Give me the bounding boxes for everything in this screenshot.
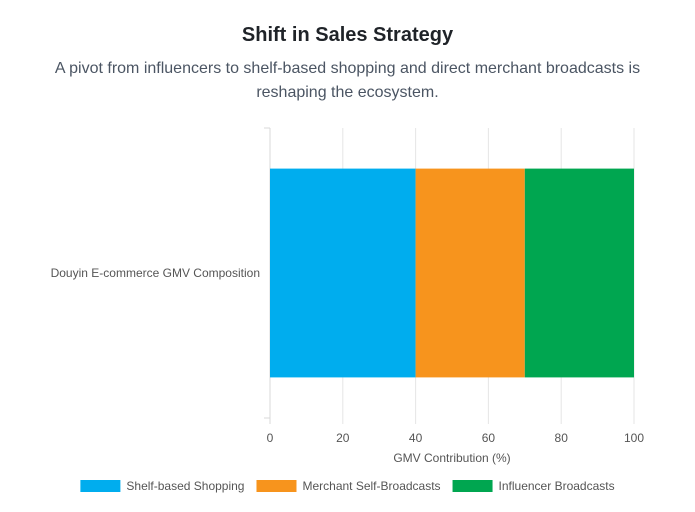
x-axis-title: GMV Contribution (%) — [393, 451, 510, 465]
x-tick-label: 40 — [409, 431, 423, 445]
legend-swatch[interactable] — [452, 480, 493, 492]
bar-shelf-based-shopping — [270, 168, 416, 378]
legend-swatch[interactable] — [256, 480, 297, 492]
x-tick-label: 100 — [624, 431, 644, 445]
x-tick-label: 0 — [267, 431, 274, 445]
x-tick-label: 80 — [555, 431, 569, 445]
chart-subtitle: A pivot from influencers to shelf-based … — [54, 60, 641, 101]
x-tick-label: 60 — [482, 431, 496, 445]
legend-label[interactable]: Influencer Broadcasts — [499, 479, 615, 493]
category-label: Douyin E-commerce GMV Composition — [51, 266, 260, 280]
legend-label[interactable]: Merchant Self-Broadcasts — [302, 479, 440, 493]
bar-merchant-self-broadcasts — [415, 168, 525, 378]
bar-influencer-broadcasts — [524, 168, 634, 378]
x-tick-label: 20 — [336, 431, 350, 445]
chart-title: Shift in Sales Strategy — [241, 24, 454, 46]
legend-label[interactable]: Shelf-based Shopping — [126, 479, 244, 493]
legend-swatch[interactable] — [80, 480, 121, 492]
